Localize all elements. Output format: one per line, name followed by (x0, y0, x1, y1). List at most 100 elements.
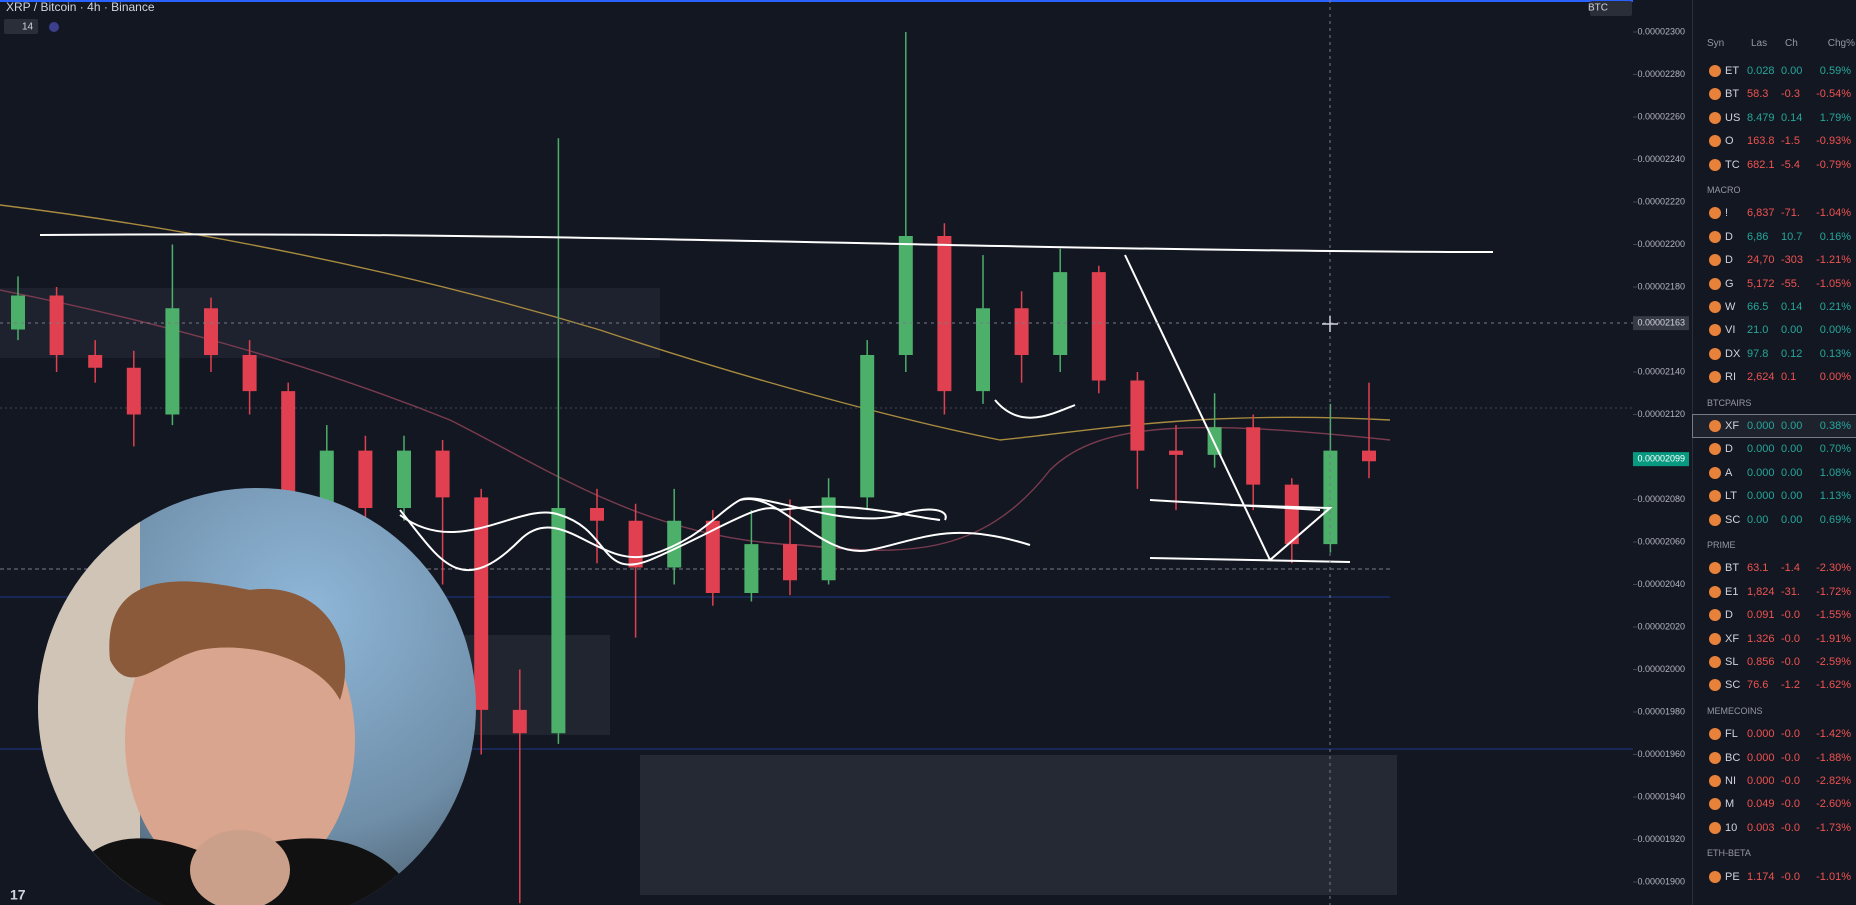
last: 0.000 (1747, 728, 1775, 741)
price-marker-label: 0.00002099 (1637, 454, 1685, 464)
candle-body (976, 308, 990, 392)
watchlist-row[interactable]: G 5,172 -55. -1.05% (1693, 273, 1856, 295)
watchlist-row[interactable]: DX 97.8 0.12 0.13% (1693, 343, 1856, 365)
column-header: Ch (1785, 37, 1798, 49)
symbol: PE (1725, 870, 1740, 883)
watchlist-row[interactable]: BT 63.1 -1.4 -2.30% (1693, 557, 1856, 579)
watchlist-row[interactable]: SC 76.6 -1.2 -1.62% (1693, 674, 1856, 696)
symbol: O (1725, 135, 1734, 148)
candle-body (126, 367, 141, 415)
currency-btn[interactable] (1590, 1, 1632, 16)
candle-body (898, 236, 913, 355)
watchlist-row[interactable]: SC 0.00 0.00 0.69% (1693, 509, 1856, 531)
watchlist-row[interactable]: US 8.479 0.14 1.79% (1693, 107, 1856, 129)
watchlist-row[interactable]: BT 58.3 -0.3 -0.54% (1693, 83, 1856, 105)
change-pct: 1.08% (1819, 466, 1851, 479)
candle-body (1091, 272, 1106, 381)
price-label: 0.00002220 (1637, 196, 1685, 206)
watchlist-row[interactable]: 10 0.003 -0.0 -1.73% (1693, 817, 1856, 839)
symbol: ET (1725, 65, 1740, 77)
symbol-icon (1709, 207, 1721, 220)
watchlist-row[interactable]: ET 0.028 0.00 0.59% (1693, 60, 1856, 82)
watchlist-row[interactable]: D 0.091 -0.0 -1.55% (1693, 604, 1856, 626)
change-pct: 0.69% (1819, 513, 1851, 526)
last: 0.000 (1747, 443, 1775, 456)
watchlist-row[interactable]: BC 0.000 -0.0 -1.88% (1693, 747, 1856, 769)
change: -1.4 (1781, 562, 1800, 575)
watchlist-row[interactable]: O 163.8 -1.5 -0.93% (1693, 130, 1856, 152)
symbol: RI (1725, 371, 1736, 384)
watchlist-row[interactable]: M 0.049 -0.0 -2.60% (1693, 793, 1856, 815)
last: 63.1 (1747, 562, 1769, 575)
change-pct: -1.55% (1816, 609, 1851, 622)
price-label: 0.00002200 (1637, 239, 1685, 249)
price-label: 0.00002140 (1637, 366, 1685, 376)
change: -1.2 (1781, 679, 1800, 692)
change: -1.5 (1781, 135, 1800, 148)
change: -0.0 (1781, 751, 1800, 764)
watchlist-row[interactable]: SL 0.856 -0.0 -2.59% (1693, 651, 1856, 673)
last: 24,70 (1747, 254, 1775, 267)
symbol-icon (1709, 656, 1721, 668)
candle-body (474, 497, 489, 710)
change-pct: 0.59% (1819, 65, 1851, 77)
watchlist-row[interactable]: ! 6,837 -71. -1.04% (1693, 202, 1856, 224)
symbol: BC (1725, 751, 1741, 764)
candle-body (204, 308, 218, 355)
section-title: MACRO (1707, 185, 1741, 195)
watchlist-row[interactable]: TC 682.1 -5.4 -0.79% (1693, 154, 1856, 176)
price-label: 0.00002240 (1637, 154, 1685, 164)
symbol: TC (1725, 158, 1740, 171)
change: -303 (1781, 254, 1804, 267)
candle-body (281, 391, 296, 521)
candle-body (435, 450, 450, 498)
candle-body (821, 497, 836, 581)
candle-body (1284, 484, 1299, 545)
change: 0.14 (1781, 301, 1803, 313)
last: 76.6 (1747, 679, 1769, 692)
change: -0.0 (1781, 632, 1800, 645)
watchlist-row[interactable]: D 0.000 0.00 0.70% (1693, 438, 1856, 460)
symbol: VI (1725, 324, 1736, 337)
watchlist-row[interactable]: FL 0.000 -0.0 -1.42% (1693, 723, 1856, 745)
price-label: 0.00001980 (1637, 706, 1685, 716)
watchlist-row[interactable]: VI 21.0 0.00 0.00% (1693, 319, 1856, 341)
candle-body (628, 520, 643, 568)
price-label: 0.00002260 (1637, 111, 1685, 121)
change: 0.1 (1781, 371, 1797, 384)
top-border (0, 0, 1692, 2)
watchlist-row[interactable]: A 0.000 0.00 1.08% (1693, 462, 1856, 484)
candle-body (1053, 272, 1068, 355)
watchlist-header: Syn Las Ch Chg% (1693, 32, 1856, 54)
watchlist-row[interactable]: D 6,86 10.7 0.16% (1693, 226, 1856, 248)
watchlist-row[interactable]: D 24,70 -303 -1.21% (1693, 249, 1856, 271)
symbol-icon (1709, 443, 1721, 456)
symbol-icon (1709, 158, 1721, 171)
indicator-badge[interactable]: 14 (22, 22, 34, 33)
watchlist-row[interactable]: PE 1.174 -0.0 -1.01% (1693, 866, 1856, 888)
last: 58.3 (1747, 88, 1769, 101)
watchlist-row[interactable]: XF 1.326 -0.0 -1.91% (1693, 628, 1856, 650)
watchlist-row[interactable]: NI 0.000 -0.0 -2.82% (1693, 770, 1856, 792)
symbol-icon (1709, 65, 1721, 77)
last: 2,624 (1747, 371, 1775, 384)
change-pct: -1.62% (1816, 679, 1851, 692)
change: 0.00 (1781, 443, 1803, 456)
change-pct: -1.73% (1816, 821, 1851, 834)
indicator-badge-bg[interactable] (4, 19, 38, 34)
last: 1,824 (1747, 585, 1775, 598)
change: 0.00 (1781, 420, 1803, 432)
last: 0.000 (1747, 751, 1775, 764)
currency[interactable]: BTC (1588, 3, 1608, 14)
change-pct: 0.00% (1819, 324, 1851, 337)
watchlist-row[interactable]: RI 2,624 0.1 0.00% (1693, 366, 1856, 388)
watchlist-row[interactable]: E1 1,824 -31. -1.72% (1693, 581, 1856, 603)
section-title: MEMECOINS (1707, 705, 1763, 716)
watchlist-row[interactable]: LT 0.000 0.00 1.13% (1693, 485, 1856, 507)
change: -0.3 (1781, 88, 1800, 101)
symbol: LT (1725, 490, 1738, 503)
watchlist-row[interactable]: XF 0.000 0.00 0.38% (1692, 414, 1856, 438)
symbol: XF (1725, 420, 1740, 432)
candle-body (937, 236, 952, 392)
watchlist-row[interactable]: W 66.5 0.14 0.21% (1693, 296, 1856, 318)
